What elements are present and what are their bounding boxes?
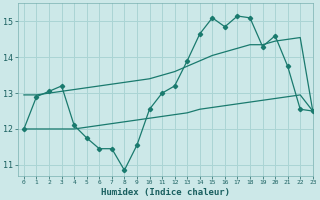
X-axis label: Humidex (Indice chaleur): Humidex (Indice chaleur) <box>101 188 230 197</box>
